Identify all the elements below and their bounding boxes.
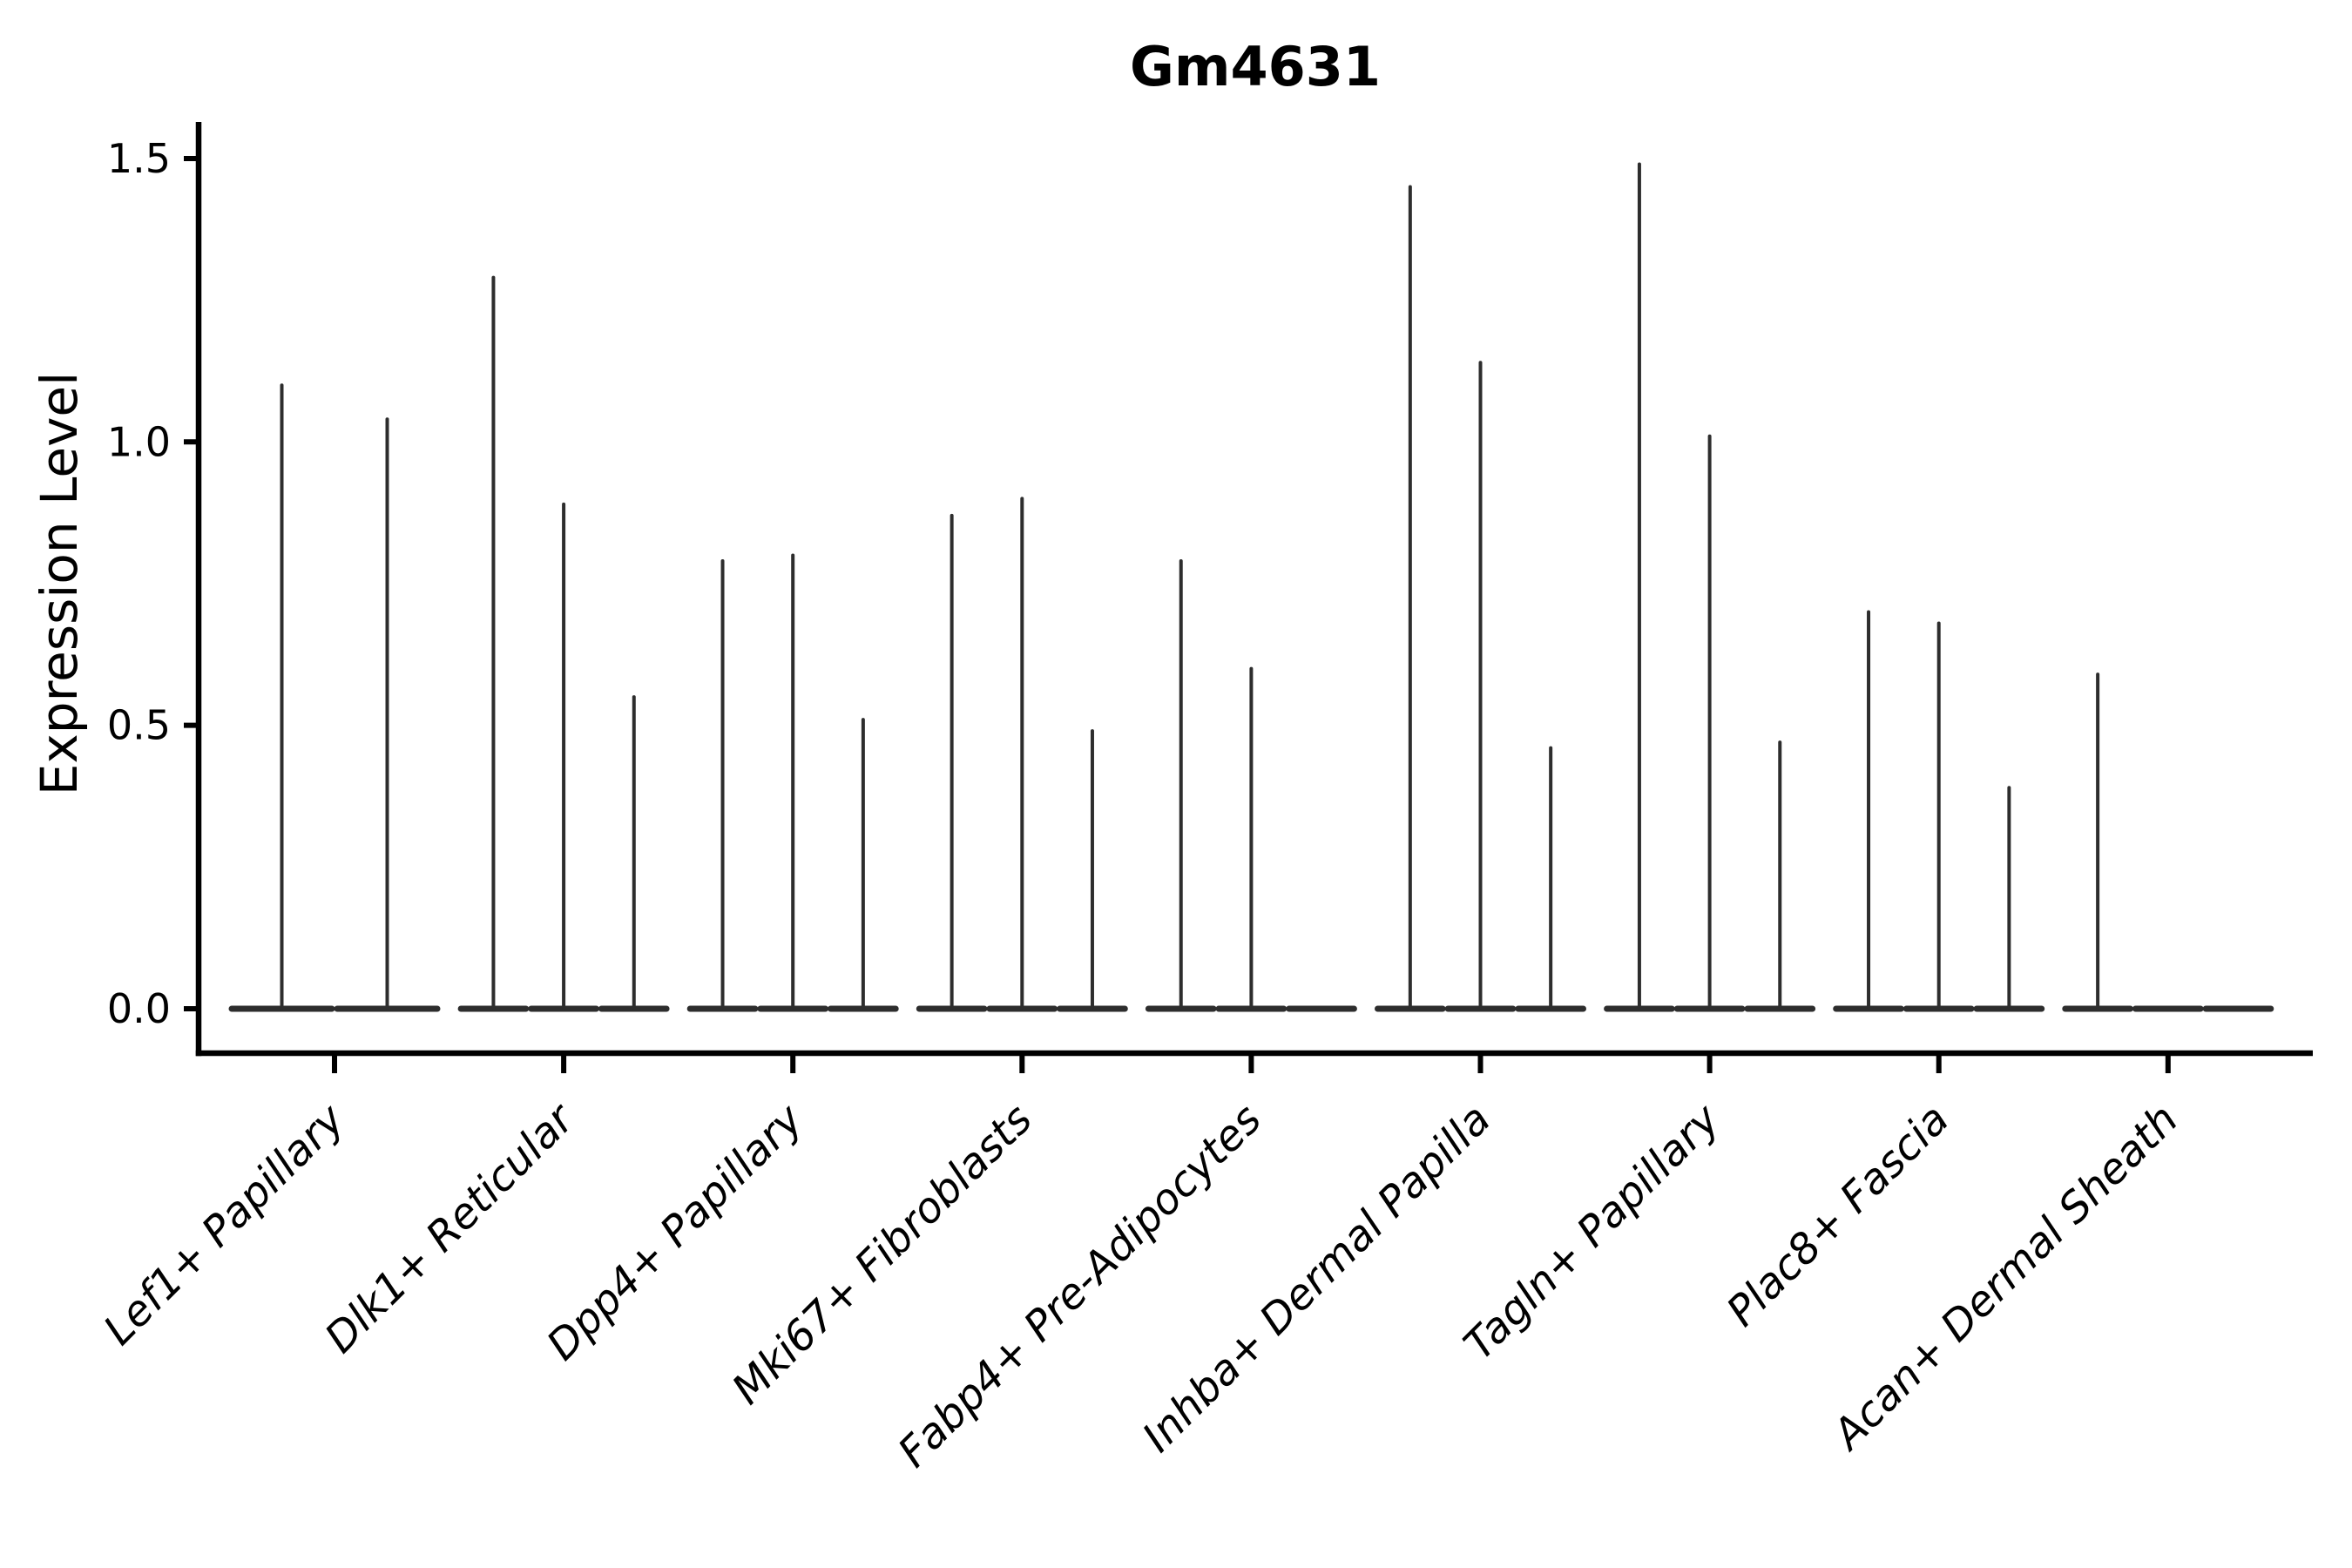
violin bbox=[528, 502, 599, 1012]
violin bbox=[1744, 740, 1816, 1012]
violin bbox=[1604, 162, 1675, 1012]
x-axis-ticks bbox=[332, 1055, 2171, 1073]
y-tick-label: 1.5 bbox=[107, 135, 171, 182]
violin bbox=[598, 695, 670, 1012]
y-tick-label: 0.5 bbox=[107, 702, 171, 749]
axes bbox=[195, 122, 2313, 1057]
x-tick-label: Lef1+ Papillary bbox=[94, 1094, 355, 1355]
y-axis-label: Expression Level bbox=[30, 372, 89, 795]
x-tick-label: Dpp4+ Papillary bbox=[537, 1094, 813, 1369]
violin bbox=[1145, 558, 1217, 1012]
x-tick-label: Fabp4+ Pre-Adipocytes bbox=[889, 1095, 1271, 1477]
violin bbox=[916, 513, 988, 1012]
violin bbox=[1215, 666, 1288, 1012]
violin bbox=[1515, 746, 1586, 1012]
violin bbox=[686, 558, 759, 1012]
y-axis-ticks bbox=[184, 155, 199, 1011]
x-tick-label: Dlk1+ Reticular bbox=[315, 1093, 585, 1363]
x-tick-label: Plac8+ Fascia bbox=[1718, 1095, 1959, 1336]
violin bbox=[1375, 185, 1446, 1012]
y-tick-label: 1.0 bbox=[107, 418, 171, 465]
violin bbox=[1057, 729, 1128, 1012]
violin bbox=[986, 497, 1058, 1012]
violin bbox=[828, 718, 899, 1012]
violin bbox=[757, 553, 829, 1012]
violin bbox=[228, 383, 335, 1012]
violin bbox=[334, 417, 441, 1012]
y-axis-tick-labels: 0.0 0.5 1.0 1.5 bbox=[107, 135, 171, 1032]
violin bbox=[1973, 786, 2045, 1012]
chart-title: Gm4631 bbox=[1130, 35, 1381, 98]
violin bbox=[1444, 361, 1517, 1012]
violin bbox=[1833, 610, 1904, 1012]
y-tick-label: 0.0 bbox=[107, 985, 171, 1032]
x-tick-label: Tagln+ Papillary bbox=[1455, 1094, 1730, 1369]
violins bbox=[228, 162, 2274, 1012]
violin bbox=[457, 275, 530, 1012]
violin bbox=[2062, 672, 2133, 1012]
violin bbox=[1903, 621, 1975, 1012]
violin bbox=[1673, 434, 1746, 1012]
